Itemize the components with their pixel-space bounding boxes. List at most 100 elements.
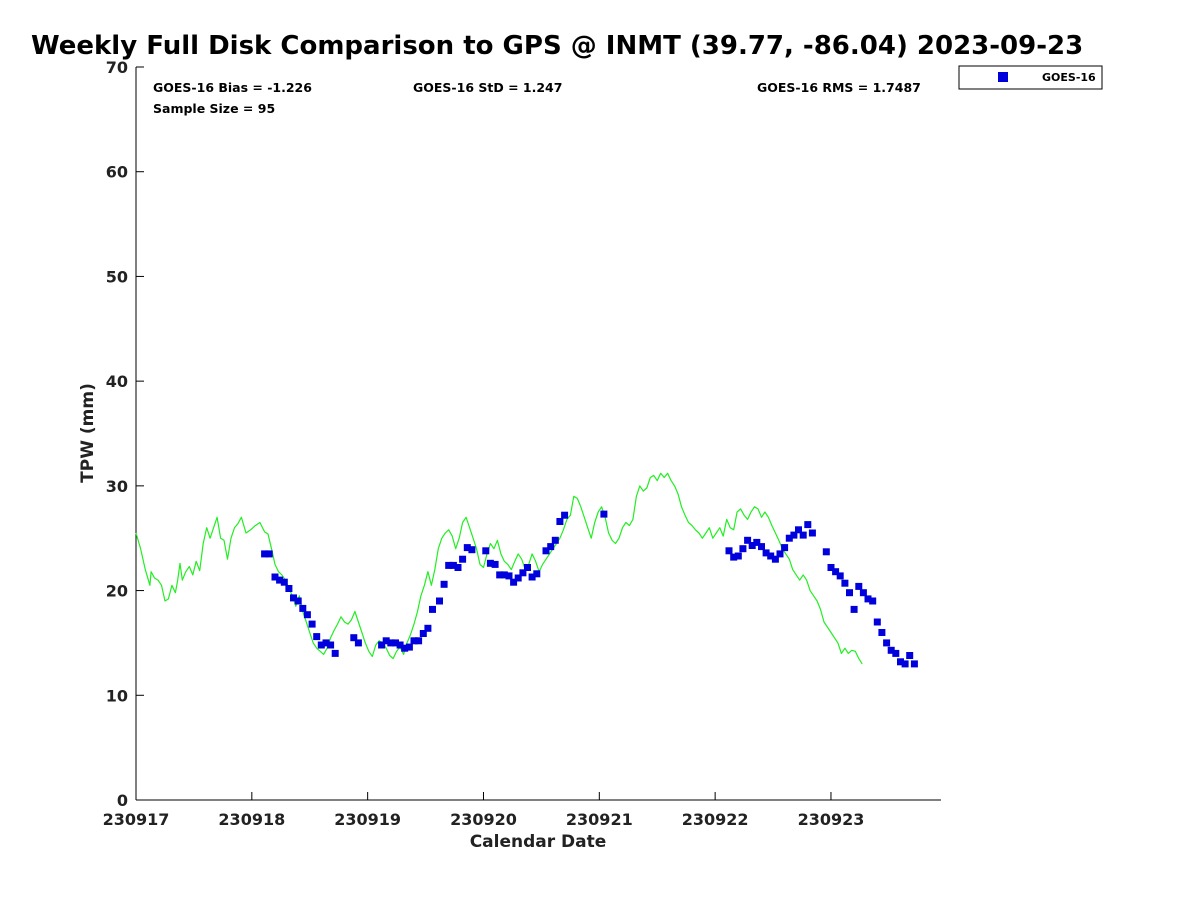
goes16-point (429, 605, 436, 613)
goes16-point (322, 639, 330, 647)
legend-marker-square-icon (998, 72, 1008, 82)
goes16-point (906, 652, 914, 659)
goes16-point (354, 639, 362, 647)
goes16-point (436, 597, 443, 605)
goes16-point (730, 553, 738, 561)
goes16-point (869, 597, 877, 605)
goes16-point (528, 573, 536, 581)
goes16-point (850, 605, 858, 613)
goes16-point (561, 511, 569, 519)
goes16-point (887, 646, 895, 654)
goes16-point (897, 658, 904, 666)
goes16-point (327, 641, 335, 649)
goes16-point (510, 578, 518, 586)
goes16-point (331, 649, 339, 657)
goes16-point (294, 597, 302, 605)
goes16-point (387, 639, 395, 647)
goes16-point (303, 611, 311, 619)
goes16-point (396, 641, 404, 649)
goes16-point (419, 630, 427, 637)
goes16-point (271, 573, 279, 581)
goes16-point (500, 571, 508, 579)
goes16-point (440, 580, 448, 588)
gps-series (135, 472, 863, 665)
goes16-point (725, 547, 733, 555)
legend-label: GOES-16 (1042, 71, 1096, 84)
y-tick-label: 60 (106, 163, 128, 182)
goes16-point (505, 572, 513, 580)
goes16-point (482, 547, 490, 555)
goes16-point (748, 542, 756, 549)
goes16-point (276, 576, 284, 584)
goes16-point (486, 559, 494, 567)
goes16-point (459, 555, 467, 563)
goes16-point (864, 595, 872, 603)
y-axis-label: TPW (mm) (78, 383, 98, 483)
goes16-point (795, 526, 802, 534)
goes16-point (892, 649, 900, 657)
goes16-point (827, 564, 835, 571)
goes16-point (261, 550, 269, 558)
goes16-point (600, 510, 608, 518)
goes16-point (859, 589, 867, 597)
std-stat: GOES-16 StD = 1.247 (413, 80, 562, 95)
y-tick-label: 10 (106, 686, 128, 705)
goes16-point (468, 546, 476, 554)
goes16-point (491, 560, 499, 568)
goes16-point (392, 639, 399, 647)
goes16-point (841, 579, 849, 587)
goes16-point (514, 574, 522, 582)
goes16-point (878, 629, 886, 636)
goes16-point (846, 589, 853, 597)
y-tick-label: 40 (106, 372, 128, 391)
goes16-point (317, 641, 325, 649)
legend-box (958, 65, 1103, 90)
x-tick-label: 230920 (450, 810, 517, 829)
x-tick-label: 230922 (682, 810, 749, 829)
goes16-point (280, 578, 288, 586)
goes16-point (533, 570, 541, 578)
x-tick-label: 230919 (334, 810, 401, 829)
goes16-point (799, 531, 807, 539)
goes16-series (261, 510, 918, 668)
goes16-point (758, 543, 765, 551)
goes16-point (883, 639, 891, 647)
goes16-point (790, 531, 798, 539)
goes16-point (808, 529, 816, 537)
goes16-point (832, 568, 840, 576)
goes16-point (753, 538, 761, 546)
goes16-point (265, 550, 273, 558)
goes16-point (290, 594, 297, 602)
x-axis-ticks: 230917 230918 230919 230920 230921 230922 2309… (103, 792, 864, 829)
goes16-point (781, 544, 789, 552)
goes16-point (771, 555, 779, 563)
goes16-point (734, 552, 742, 560)
x-tick-label: 230917 (103, 810, 170, 829)
goes16-point (551, 536, 559, 544)
goes16-point (445, 561, 453, 569)
goes16-point (449, 561, 457, 569)
goes16-point (424, 624, 432, 632)
y-tick-label: 50 (106, 267, 128, 286)
goes16-point (910, 660, 918, 668)
goes16-point (410, 637, 418, 645)
goes16-point (855, 582, 863, 590)
goes16-point (776, 550, 784, 558)
y-tick-label: 70 (106, 58, 128, 77)
goes16-point (519, 569, 527, 577)
goes16-point (350, 634, 358, 642)
goes16-point (785, 534, 793, 542)
y-axis-ticks: 0 10 20 30 40 50 60 70 (106, 58, 144, 810)
goes16-point (405, 643, 413, 651)
y-tick-label: 30 (106, 477, 128, 496)
goes16-point (901, 660, 909, 668)
goes16-point (762, 549, 770, 557)
goes16-point (378, 641, 386, 649)
rms-stat: GOES-16 RMS = 1.7487 (757, 80, 921, 95)
y-tick-label: 20 (106, 582, 128, 601)
goes16-point (415, 637, 423, 645)
goes16-point (401, 644, 409, 652)
goes16-point (463, 544, 471, 552)
goes16-point (299, 604, 307, 612)
